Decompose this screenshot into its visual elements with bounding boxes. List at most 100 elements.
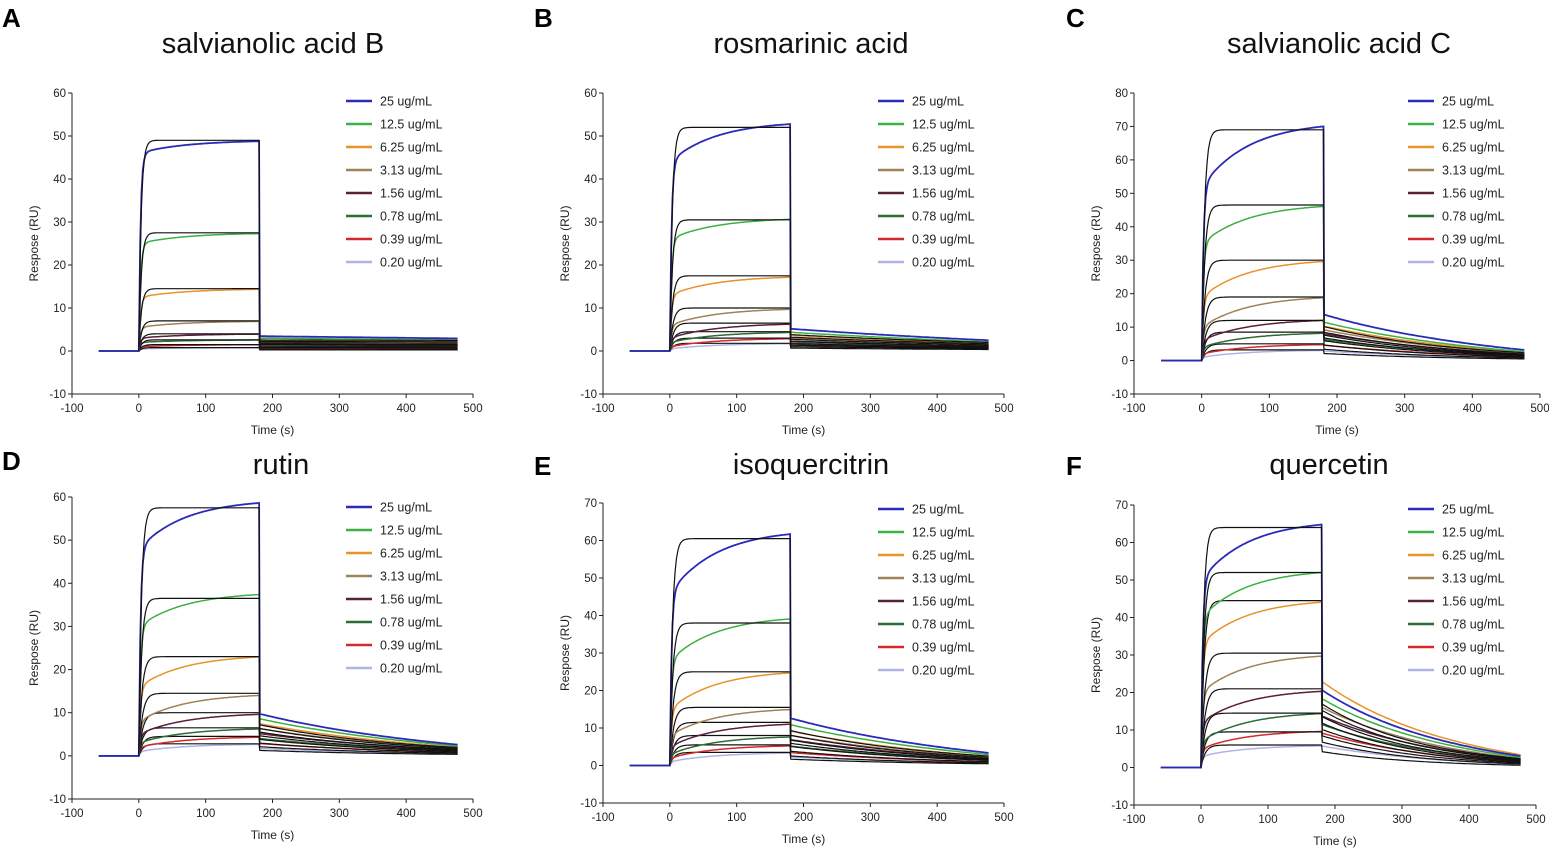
panel-a-fit-7	[138, 347, 458, 352]
panel-c-legend-label: 0.20 ug/mL	[1442, 256, 1505, 270]
panel-c-ytick-label: 30	[1115, 255, 1128, 267]
panel-c-ytick-label: -10	[1111, 389, 1128, 401]
panel-c-legend-label: 0.39 ug/mL	[1442, 233, 1505, 247]
panel-d-xtick-label: -100	[60, 808, 83, 820]
panel-f-legend-label: 0.39 ug/mL	[1442, 641, 1505, 655]
panel-e-ytick-label: 30	[584, 648, 597, 660]
panel-f-legend: 25 ug/mL 12.5 ug/mL 6.25 ug/mL 3.13 ug/mL 1.…	[1408, 503, 1505, 678]
panel-a-xtick-label: 300	[330, 403, 349, 415]
panel-b-legend-label: 0.39 ug/mL	[912, 233, 975, 247]
panel-d-legend: 25 ug/mL 12.5 ug/mL 6.25 ug/mL 3.13 ug/mL 1.…	[346, 501, 443, 676]
panel-f-fit-1	[1200, 571, 1521, 768]
panel-d-fit-7	[138, 743, 458, 757]
panel-e-title: isoquercitrin	[733, 449, 889, 481]
panel-f-fit-6	[1200, 731, 1521, 768]
panel-d-series-2	[98, 656, 458, 757]
panel-f-series-3	[1160, 655, 1521, 769]
panel-b-legend-label: 1.56 ug/mL	[912, 187, 975, 201]
panel-e-legend-label: 3.13 ug/mL	[912, 572, 975, 586]
panel-a-xtick-label: -100	[60, 403, 83, 415]
panel-a-xtick-label: 0	[136, 403, 142, 415]
panel-f-legend-label: 0.20 ug/mL	[1442, 664, 1505, 678]
panel-a-ytick-label: 60	[53, 88, 66, 100]
panel-c-fit-7	[1201, 349, 1525, 361]
panel-a-title: salvianolic acid B	[162, 28, 384, 60]
panel-b-ylabel: Respose (RU)	[558, 205, 572, 281]
panel-d-xtick-label: 0	[136, 808, 142, 820]
panel-b-legend-label: 6.25 ug/mL	[912, 141, 975, 155]
panel-b-fit-5	[669, 331, 989, 352]
panel-e-xtick-label: 300	[861, 812, 880, 824]
panel-c-letter: C	[1066, 3, 1085, 33]
panel-a-legend-label: 25 ug/mL	[380, 95, 432, 109]
panel-f-xtick-label: 500	[1526, 814, 1545, 826]
panel-c-xlabel: Time (s)	[1315, 423, 1359, 437]
panel-d-ytick-label: 60	[53, 492, 66, 504]
panel-d-series-7	[98, 743, 458, 757]
panel-b-xtick-label: 0	[667, 403, 673, 415]
panel-c-ytick-label: 0	[1122, 356, 1128, 368]
panel-b-fit-3	[669, 307, 989, 352]
panel-d-series-0	[98, 501, 458, 757]
panel-c-fit-2	[1201, 259, 1525, 361]
panel-d-fit-0	[138, 507, 458, 756]
panel-a-ytick-label: 50	[53, 131, 66, 143]
panel-e-ytick-label: 70	[584, 498, 597, 510]
panel-e-fit-6	[669, 744, 989, 766]
panel-e-curves	[629, 533, 989, 767]
panel-e-legend-label: 25 ug/mL	[912, 503, 964, 517]
panel-c-ytick-label: 20	[1115, 289, 1128, 301]
panel-a-xlabel: Time (s)	[251, 423, 295, 437]
panel-e-ytick-label: -10	[580, 798, 597, 810]
panel-f-fit-5	[1200, 712, 1521, 768]
panel-d-legend-label: 3.13 ug/mL	[380, 570, 443, 584]
panel-a-legend-label: 6.25 ug/mL	[380, 141, 443, 155]
panel-d-series-5	[98, 728, 458, 757]
panel-e-legend-label: 0.20 ug/mL	[912, 664, 975, 678]
panel-f-letter: F	[1066, 451, 1082, 481]
panel-c-fit-6	[1201, 343, 1525, 361]
panel-a-ytick-label: 30	[53, 217, 66, 229]
panel-d-xtick-label: 100	[196, 808, 215, 820]
panel-f-fit-2	[1200, 600, 1521, 768]
panel-a-legend-label: 0.78 ug/mL	[380, 210, 443, 224]
panel-c-legend-label: 3.13 ug/mL	[1442, 164, 1505, 178]
panel-b-legend-label: 12.5 ug/mL	[912, 118, 975, 132]
panel-e-ytick-label: 60	[584, 536, 597, 548]
panel-d-xtick-label: 200	[263, 808, 282, 820]
panel-b-legend-label: 25 ug/mL	[912, 95, 964, 109]
panel-f-legend-label: 6.25 ug/mL	[1442, 549, 1505, 563]
panel-c-fit-3	[1201, 296, 1525, 361]
panel-d-ytick-label: 40	[53, 578, 66, 590]
panel-b-xtick-label: 200	[794, 403, 813, 415]
panel-a-legend-label: 1.56 ug/mL	[380, 187, 443, 201]
panel-f-xtick-label: 0	[1198, 814, 1204, 826]
panel-c-xtick-label: 300	[1395, 403, 1414, 415]
panel-b-xtick-label: 100	[727, 403, 746, 415]
panel-e-series-1	[629, 618, 989, 767]
panel-a-legend-label: 0.20 ug/mL	[380, 256, 443, 270]
panel-d-fit-6	[138, 735, 458, 757]
panel-e-xtick-label: 100	[727, 812, 746, 824]
panel-e-series-4	[629, 723, 989, 767]
panel-f-ytick-label: 40	[1115, 613, 1128, 625]
panel-c-ytick-label: 40	[1115, 222, 1128, 234]
panel-e-legend-label: 12.5 ug/mL	[912, 526, 975, 540]
panel-d-xtick-label: 300	[330, 808, 349, 820]
panel-e-xtick-label: 500	[994, 812, 1013, 824]
panel-b-fit-6	[669, 337, 989, 352]
panel-f-fit-3	[1200, 652, 1521, 768]
panel-f-xtick-label: -100	[1122, 814, 1145, 826]
panel-d-ytick-label: 50	[53, 535, 66, 547]
panel-c-title: salvianolic acid C	[1227, 28, 1451, 60]
panel-f-fit-4	[1200, 688, 1521, 768]
panel-c-legend-label: 6.25 ug/mL	[1442, 141, 1505, 155]
panel-c-legend-label: 12.5 ug/mL	[1442, 118, 1505, 132]
panel-c-series-1	[1161, 205, 1525, 362]
panel-a-xtick-label: 200	[263, 403, 282, 415]
panel-c-legend: 25 ug/mL 12.5 ug/mL 6.25 ug/mL 3.13 ug/mL 1.…	[1408, 95, 1505, 270]
panel-d-legend-label: 0.39 ug/mL	[380, 639, 443, 653]
panel-a-series-0	[98, 140, 458, 352]
panel-d-curves	[98, 501, 458, 757]
